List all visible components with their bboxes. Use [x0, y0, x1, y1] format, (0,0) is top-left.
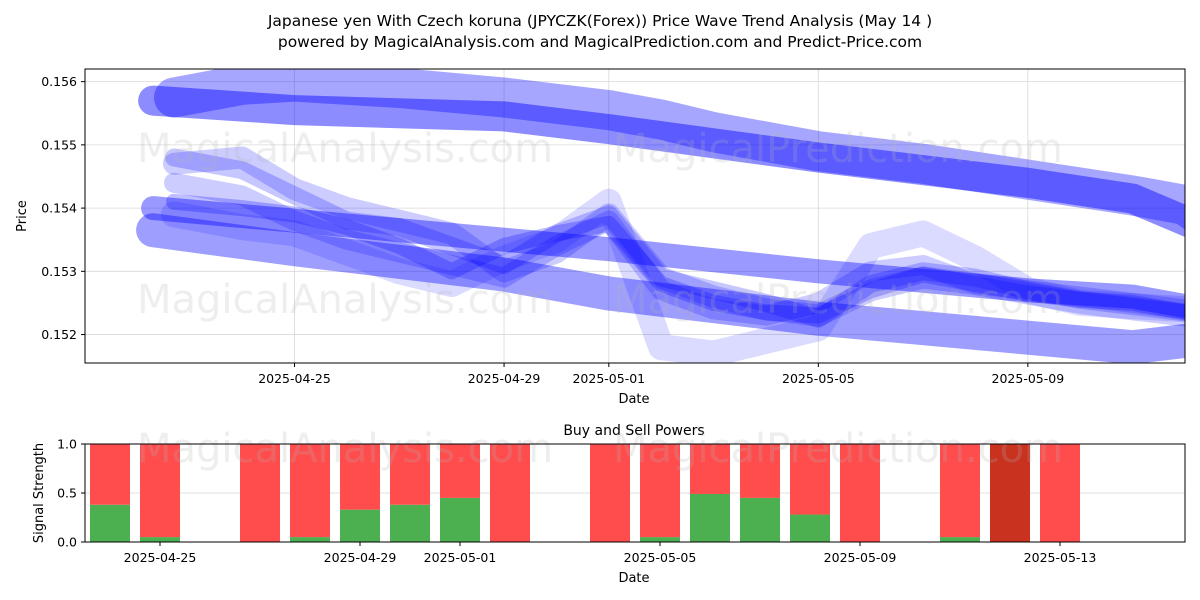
sell-bar [240, 444, 280, 542]
sell-bar [390, 444, 430, 505]
buy-bar [940, 537, 980, 542]
signal-x-tick-label: 2025-05-01 [424, 550, 497, 565]
buy-sell-panel: Buy and Sell Powers MagicalAnalysis.com … [32, 423, 1186, 586]
sell-bar [440, 444, 480, 498]
signal-x-label: Date [618, 571, 649, 586]
price-x-tick-label: 2025-05-09 [992, 371, 1065, 386]
signal-y-label: Signal Strength [32, 443, 47, 543]
wave-wave-b [164, 172, 1185, 326]
watermark-analysis: MagicalAnalysis.com [137, 126, 553, 172]
price-axes: 2025-04-25 2025-04-29 2025-05-01 2025-05-05… [41, 74, 1065, 386]
signal-x-tick-label: 2025-04-25 [124, 550, 197, 565]
sell-bar [490, 444, 530, 542]
sell-bar [290, 444, 330, 538]
figure-title: Japanese yen With Czech koruna (JPYCZK(F… [267, 12, 932, 30]
buy-bar [690, 493, 730, 542]
signal-x-tick-label: 2025-05-13 [1024, 550, 1097, 565]
price-wave-group [136, 69, 1185, 363]
watermark-prediction: MagicalPrediction.com [613, 426, 1063, 472]
sell-bar [140, 444, 180, 538]
buy-bar [290, 537, 330, 542]
wave-wave-e [166, 193, 1185, 324]
buy-bar [90, 504, 130, 542]
sell-bar [940, 444, 980, 538]
wave-lower-envelope [136, 213, 1185, 363]
sell-bar [340, 444, 380, 510]
watermark-prediction: MagicalPrediction.com [613, 126, 1063, 172]
price-y-tick-label: 0.156 [41, 74, 77, 89]
price-x-tick-label: 2025-04-29 [468, 371, 541, 386]
signal-x-tick-label: 2025-04-29 [324, 550, 397, 565]
sell-bar [1040, 444, 1080, 542]
figure-subtitle: powered by MagicalAnalysis.com and Magic… [278, 33, 922, 51]
signal-y-tick-label: 0.5 [57, 486, 77, 501]
signal-y-tick-label: 0.0 [57, 535, 77, 550]
sell-bar [690, 444, 730, 494]
signal-bars [90, 444, 1080, 542]
price-x-tick-label: 2025-04-25 [258, 371, 331, 386]
buy-bar [340, 509, 380, 542]
sell-bar [640, 444, 680, 538]
price-x-label: Date [618, 392, 649, 407]
price-y-label: Price [15, 200, 30, 232]
price-y-tick-label: 0.152 [41, 327, 77, 342]
wave-wave-c [161, 188, 1185, 363]
buy-bar [390, 504, 430, 542]
price-waves [136, 69, 1185, 363]
price-grid [85, 69, 1185, 363]
price-y-tick-label: 0.153 [41, 264, 77, 279]
buy-bar [790, 514, 830, 542]
buy-bar [740, 497, 780, 542]
buy-bar [140, 537, 180, 542]
sell-bar [790, 444, 830, 515]
watermark-analysis: MagicalAnalysis.com [137, 277, 553, 323]
wave-upper-trend-band [138, 85, 1185, 238]
buy-bar [640, 537, 680, 542]
wave-lower-trend-band [141, 196, 1185, 319]
price-x-tick-label: 2025-05-01 [572, 371, 645, 386]
wave-wave-d [165, 148, 1185, 328]
signal-plot-frame [84, 443, 1186, 543]
sell-bar [840, 444, 880, 542]
price-x-tick-label: 2025-05-05 [782, 371, 855, 386]
watermark-analysis: MagicalAnalysis.com [137, 426, 553, 472]
price-y-tick-label: 0.155 [41, 137, 77, 152]
buy-sell-title: Buy and Sell Powers [563, 423, 704, 439]
buy-bar [440, 497, 480, 542]
wave-upper-wave [154, 69, 1185, 230]
price-y-tick-label: 0.154 [41, 201, 77, 216]
signal-axes: 2025-04-25 2025-04-29 2025-05-01 2025-05-05… [57, 437, 1096, 566]
wave-wave-a [163, 146, 1185, 327]
price-wave-panel: MagicalAnalysis.com MagicalPrediction.co… [15, 68, 1186, 407]
watermark-prediction: MagicalPrediction.com [613, 277, 1063, 323]
sell-bar [740, 444, 780, 498]
sell-bar [90, 444, 130, 505]
sell-bar [990, 444, 1030, 542]
price-plot-frame [84, 68, 1186, 364]
signal-x-tick-label: 2025-05-09 [824, 550, 897, 565]
signal-y-tick-label: 1.0 [57, 437, 77, 452]
sell-bar [590, 444, 630, 542]
signal-x-tick-label: 2025-05-05 [624, 550, 697, 565]
